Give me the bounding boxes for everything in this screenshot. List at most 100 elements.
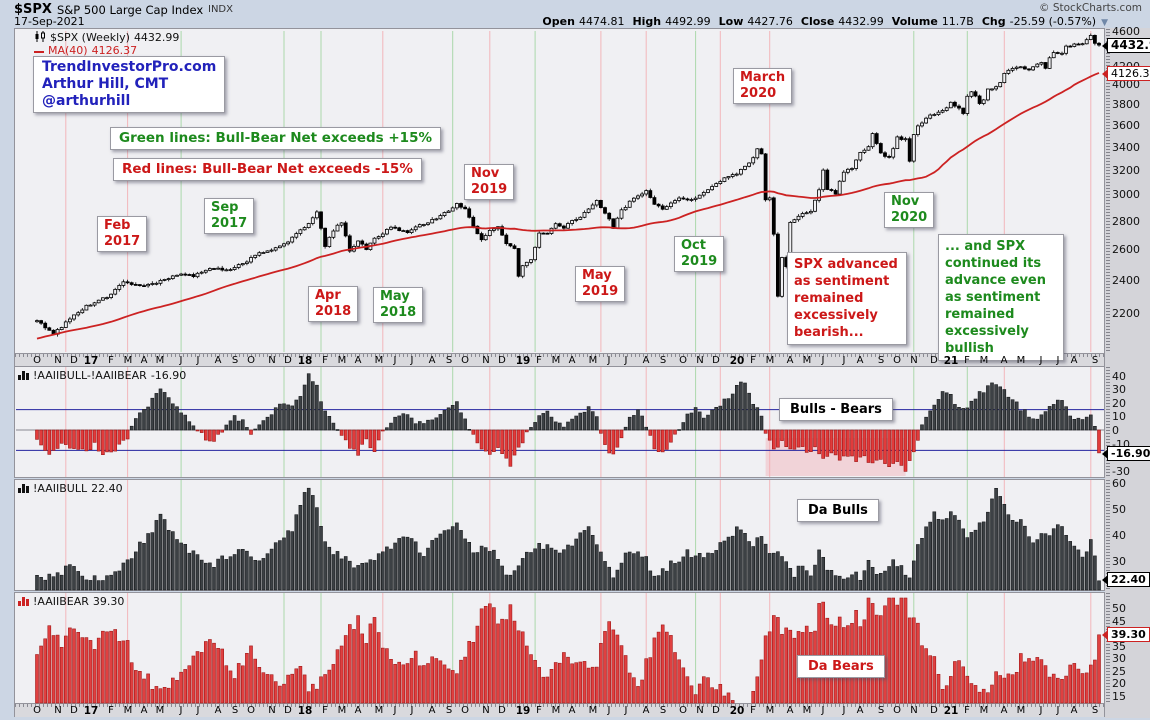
y-axis-tick: 3200 (1112, 164, 1140, 177)
x-axis-tick: M (979, 355, 989, 366)
x-axis-tick: N (54, 355, 62, 366)
x-axis-tick: M (337, 355, 347, 366)
x-axis-tick: M (1016, 355, 1026, 366)
quote-value: -25.59 (-0.57%) (1009, 15, 1097, 28)
x-axis-tick: F (964, 355, 970, 366)
axis-ruler (1106, 367, 1110, 477)
x-axis-tick: J (607, 705, 611, 716)
x-axis-tick: D (284, 355, 292, 366)
x-axis-tick: O (461, 705, 469, 716)
x-axis-tick: 19 (515, 355, 531, 367)
green-rule-note: Green lines: Bull-Bear Net exceeds +15% (110, 127, 441, 150)
x-axis-tick: J (624, 705, 628, 716)
x-axis-tick: O (679, 355, 687, 366)
x-axis-tick: 17 (83, 355, 99, 367)
x-axis-tick: A (1070, 355, 1078, 366)
x-axis-tick: F (536, 355, 542, 366)
x-axis-tick: M (588, 355, 598, 366)
x-axis-tick: A (140, 705, 148, 716)
x-axis-tick: 20 (729, 355, 745, 367)
y-axis-tick: 25 (1112, 665, 1126, 678)
bulls-panel (14, 479, 1105, 591)
x-axis-tick: J (179, 705, 183, 716)
x-axis-tick: A (1070, 705, 1078, 716)
bears-value-tag: 39.30 (1102, 627, 1150, 642)
x-axis-tick: S (659, 705, 667, 716)
x-axis-tick: A (214, 705, 222, 716)
x-axis-tick: M (374, 355, 384, 366)
x-axis-tick: F (322, 355, 328, 366)
axis-ruler (1106, 29, 1110, 353)
quote-value: 4474.81 (578, 15, 625, 28)
quote-value: 4432.99 (838, 15, 884, 28)
ma-legend: MA(40) 4126.37 (34, 44, 137, 58)
x-axis-tick: D (712, 705, 720, 716)
x-axis-tick: M (765, 705, 775, 716)
y-axis-tick: 40 (1112, 529, 1126, 542)
quote-label: Open (542, 15, 575, 28)
y-axis-tick: -30 (1112, 465, 1130, 478)
event-label: Nov 2019 (464, 164, 515, 200)
x-axis-tick: 17 (83, 705, 99, 717)
x-axis-tick: F (964, 705, 970, 716)
x-axis-tick: J (393, 705, 397, 716)
chevron-down-icon[interactable]: ▼ (1101, 18, 1108, 28)
x-axis-tick: A (354, 355, 362, 366)
x-axis-tick: M (155, 355, 165, 366)
x-axis-tick: A (1000, 355, 1008, 366)
x-axis-tick: N (696, 705, 704, 716)
quote-value: 4492.99 (665, 15, 711, 28)
credit-line: Arthur Hill, CMT (42, 76, 169, 92)
candlestick-icon (34, 31, 46, 45)
analyst-credit-box: TrendInvestorPro.com Arthur Hill, CMT @a… (33, 56, 226, 113)
y-axis-tick: 45 (1112, 615, 1126, 628)
bulls-value-tag: 22.40 (1102, 572, 1150, 587)
quote-label: Close (800, 15, 835, 28)
x-axis-tick: A (568, 355, 576, 366)
x-axis-tick: D (498, 355, 506, 366)
x-axis-tick: S (877, 705, 885, 716)
panel-label: Bulls - Bears (779, 398, 893, 421)
ma-legend-value: 4126.37 (91, 44, 138, 57)
x-axis-tick: S (1091, 355, 1099, 366)
x-axis-tick: M (374, 705, 384, 716)
main-legend: $SPX (Weekly) 4432.99 (34, 31, 179, 45)
y-axis-tick: 2400 (1112, 274, 1140, 287)
ma-legend-name: MA(40) (48, 44, 88, 57)
last-price-tag: 4432.99 (1102, 38, 1150, 53)
histogram-icon (18, 596, 29, 609)
x-axis-tick: N (54, 705, 62, 716)
ma-value-tag: 4126.37 (1102, 66, 1150, 81)
x-axis-tick: 19 (515, 705, 531, 717)
x-axis-tick: M (551, 705, 561, 716)
quote-row: Open 4474.81 High 4492.99 Low 4427.76 Close 443… (534, 15, 1108, 28)
bull-bear-panel (14, 366, 1105, 478)
y-axis-tick: 15 (1112, 690, 1126, 703)
x-axis-tick: J (624, 355, 628, 366)
y-axis-tick: 2200 (1112, 307, 1140, 320)
x-axis-tick: F (750, 705, 756, 716)
event-label: Oct 2019 (674, 236, 725, 272)
bulls-legend: !AAIIBULL 22.40 (18, 482, 123, 496)
event-label: Sep 2017 (204, 198, 255, 234)
main-legend-name: $SPX (Weekly) (50, 31, 130, 44)
quote-label: Chg (981, 15, 1006, 28)
x-axis-tick: J (842, 355, 846, 366)
bears-panel (14, 592, 1105, 704)
x-axis-tick: O (893, 705, 901, 716)
panel-label: Da Bulls (797, 499, 879, 522)
bull-bear-value-tag: -16.90 (1101, 446, 1150, 461)
x-axis-bottom (14, 704, 1105, 717)
x-axis-tick: A (642, 705, 650, 716)
bears-legend: !AAIIBEAR 39.30 (18, 595, 124, 609)
bull-bear-legend: !AAIIBULL-!AAIIBEAR -16.90 (18, 369, 186, 383)
x-axis-tick: A (1000, 705, 1008, 716)
quote-label: High (632, 15, 662, 28)
x-axis-tick: S (659, 355, 667, 366)
x-axis-tick: J (821, 355, 825, 366)
y-axis-tick: 20 (1112, 677, 1126, 690)
y-axis-tick: 60 (1112, 477, 1126, 490)
x-axis-tick: F (322, 705, 328, 716)
line-icon (34, 45, 44, 58)
x-axis-tick: J (1056, 355, 1060, 366)
